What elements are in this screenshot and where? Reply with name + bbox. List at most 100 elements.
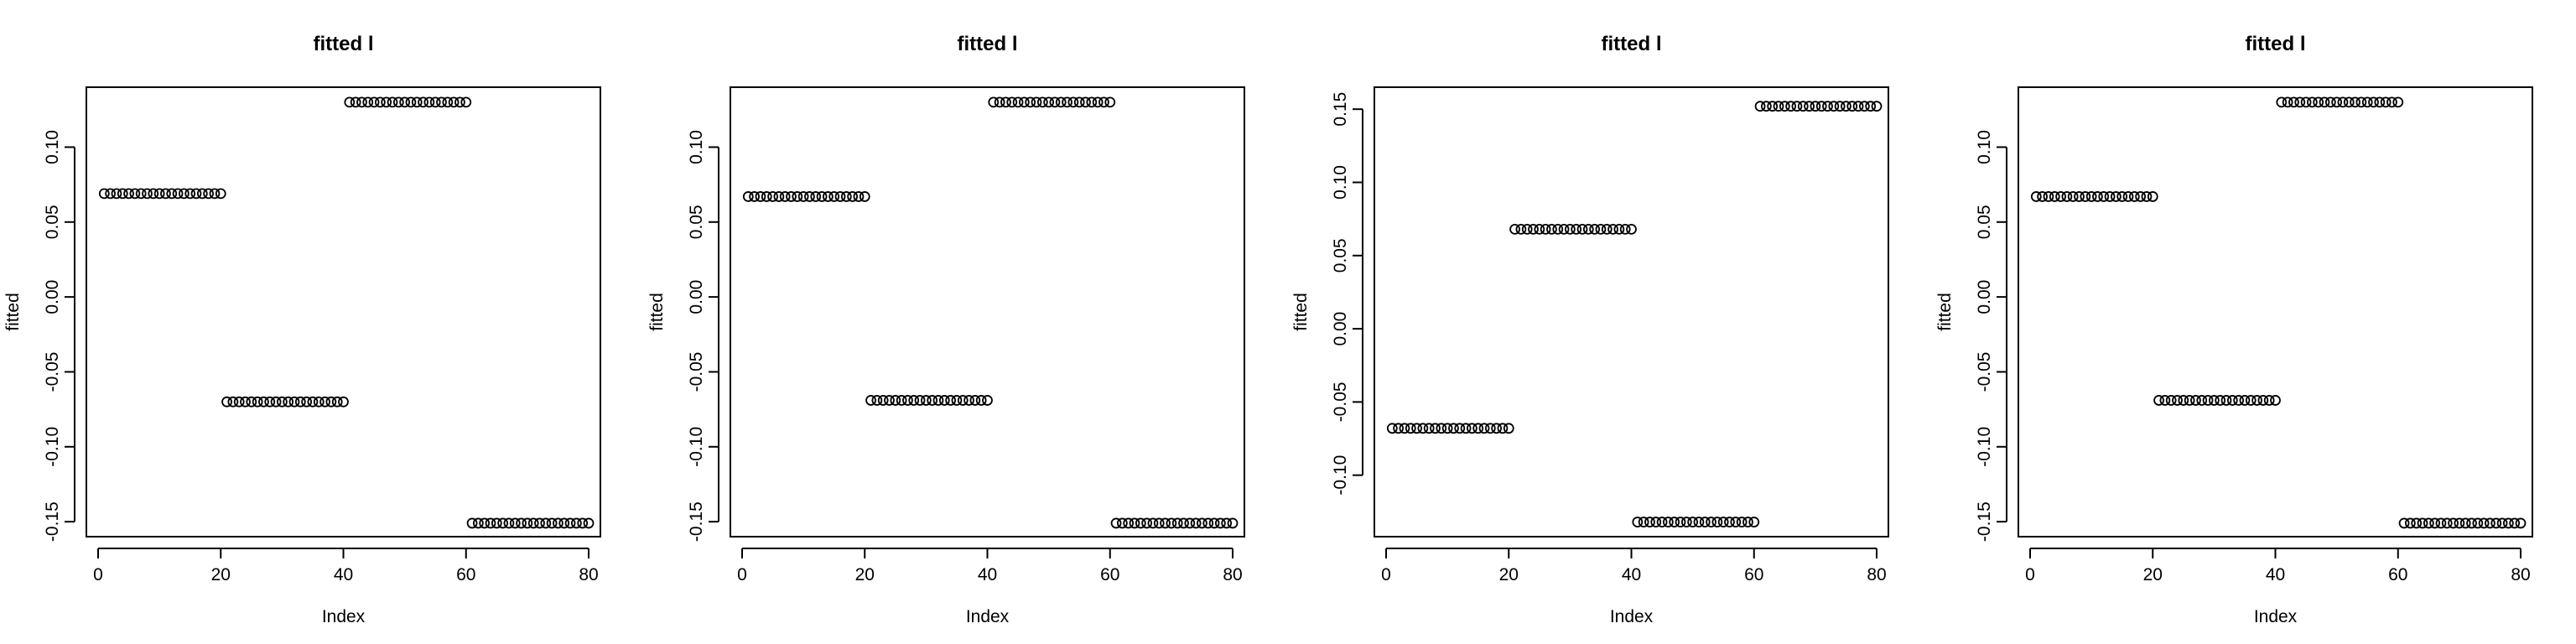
data-point	[1202, 517, 1214, 529]
data-point	[2319, 96, 2330, 108]
data-point	[810, 191, 822, 202]
data-point	[2411, 517, 2423, 529]
data-point	[1852, 101, 1864, 112]
y-tick-label: -0.15	[1975, 501, 1994, 542]
data-point	[1669, 517, 1680, 527]
y-tick-label: 0.00	[1331, 312, 1350, 346]
x-axis-label: Index	[966, 607, 1010, 626]
data-point	[2178, 395, 2189, 406]
data-point	[822, 191, 834, 202]
data-point	[2270, 395, 2281, 406]
data-point	[1810, 101, 1821, 112]
x-tick-label: 0	[93, 565, 103, 584]
data-point	[1190, 517, 1202, 529]
data-point	[233, 396, 245, 408]
data-point	[1491, 423, 1503, 434]
data-point	[350, 96, 361, 108]
data-point	[1785, 101, 1797, 112]
data-point	[2282, 96, 2293, 108]
data-point	[994, 96, 1005, 108]
data-point	[1448, 423, 1459, 434]
data-point	[387, 96, 398, 108]
data-point	[755, 191, 766, 202]
data-point	[761, 191, 772, 202]
data-point	[362, 96, 374, 108]
x-tick-label: 0	[2025, 565, 2035, 584]
data-point	[172, 188, 184, 200]
data-point	[2276, 96, 2288, 108]
data-point	[2417, 517, 2428, 529]
data-point	[2049, 191, 2060, 202]
data-point	[2429, 517, 2441, 529]
data-point	[2435, 517, 2447, 529]
data-point	[1576, 223, 1588, 235]
data-point	[2368, 96, 2379, 108]
data-point	[2208, 395, 2220, 406]
data-point	[1528, 223, 1539, 235]
data-point	[1067, 96, 1079, 108]
data-point	[1006, 96, 1018, 108]
data-point	[527, 517, 539, 529]
data-point	[1742, 517, 1753, 527]
data-point	[2398, 517, 2410, 529]
data-point	[804, 191, 815, 202]
data-point	[98, 188, 110, 200]
data-point	[2080, 191, 2091, 202]
data-point	[2092, 191, 2103, 202]
data-point	[258, 396, 269, 408]
data-point	[405, 96, 417, 108]
data-point	[1055, 96, 1067, 108]
x-tick-label: 80	[579, 565, 598, 584]
data-point	[1558, 223, 1570, 235]
data-point	[522, 517, 533, 529]
data-point	[2172, 395, 2183, 406]
data-point	[553, 517, 564, 529]
data-point	[1086, 96, 1098, 108]
data-point	[423, 96, 435, 108]
data-points	[98, 96, 595, 529]
data-point	[1386, 423, 1398, 434]
y-tick-label: -0.10	[687, 427, 706, 467]
data-point	[2233, 395, 2245, 406]
data-point	[399, 96, 411, 108]
data-point	[2478, 517, 2490, 529]
data-point	[1166, 517, 1177, 529]
x-axis-label: Index	[2254, 607, 2298, 626]
data-point	[1662, 517, 1674, 527]
data-point	[1141, 517, 1153, 529]
y-tick-label: 0.00	[687, 280, 706, 314]
data-point	[1484, 423, 1496, 434]
data-point	[1405, 423, 1416, 434]
data-point	[2459, 517, 2471, 529]
data-point	[1613, 223, 1625, 235]
data-point	[1699, 517, 1711, 527]
data-point	[2441, 517, 2453, 529]
data-point	[1012, 96, 1024, 108]
y-tick-label: 0.05	[1331, 238, 1350, 273]
data-point	[2251, 395, 2262, 406]
data-point	[429, 96, 441, 108]
data-point	[1619, 223, 1631, 235]
data-point	[2067, 191, 2079, 202]
data-point	[1644, 517, 1655, 527]
data-point	[2448, 517, 2459, 529]
data-point	[1706, 517, 1716, 527]
data-point	[853, 191, 865, 202]
y-tick-label: 0.15	[1331, 92, 1350, 127]
data-point	[2184, 395, 2195, 406]
data-point	[2300, 96, 2312, 108]
data-point	[166, 188, 178, 200]
data-point	[963, 395, 974, 406]
data-point	[516, 517, 527, 529]
data-point	[1730, 517, 1742, 527]
data-point	[1092, 96, 1104, 108]
data-point	[2037, 191, 2049, 202]
data-point	[1454, 423, 1466, 434]
data-points	[2030, 96, 2527, 529]
data-point	[847, 191, 859, 202]
data-point	[1650, 517, 1662, 527]
data-point	[338, 396, 349, 408]
data-point	[1534, 223, 1545, 235]
data-point	[786, 191, 797, 202]
data-point	[1080, 96, 1091, 108]
